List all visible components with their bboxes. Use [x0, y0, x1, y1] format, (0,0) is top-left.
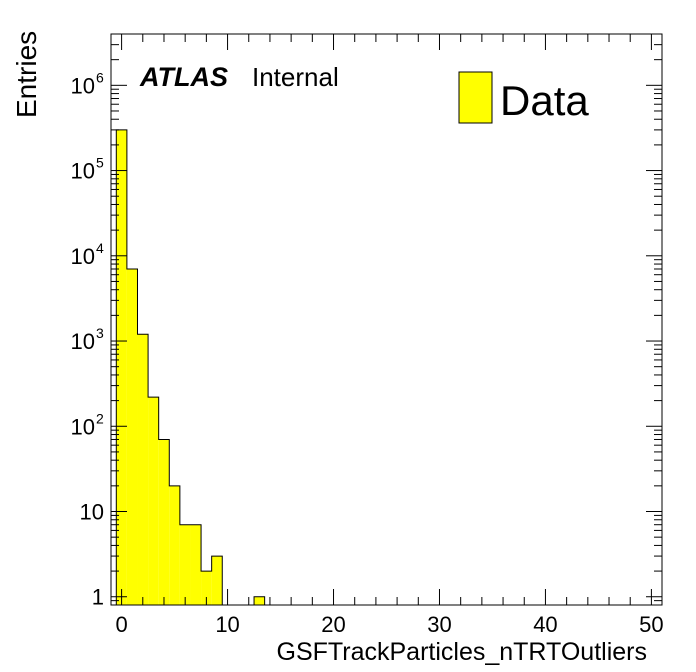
y-tick-label: 10: [71, 329, 95, 354]
bar: [116, 129, 127, 605]
x-tick-labels: 0 10 20 30 40 50: [115, 612, 663, 637]
y-tick-label: 10: [71, 73, 95, 98]
x-tick-label: 10: [215, 612, 239, 637]
y-tick-label: 10: [80, 500, 104, 525]
y-axis-label: Entries: [11, 31, 42, 118]
y-tick-label: 10: [71, 244, 95, 269]
y-tick-label: 10: [71, 159, 95, 184]
legend-entry-data: Data: [500, 77, 589, 124]
x-tick-label: 50: [639, 612, 663, 637]
y-tick-exponent: 2: [96, 410, 104, 426]
y-tick-exponent: 3: [96, 325, 104, 341]
bar: [126, 268, 138, 605]
axis-ticks: [111, 33, 662, 606]
x-tick-label: 40: [533, 612, 557, 637]
x-axis-label: GSFTrackParticles_nTRTOutliers: [277, 638, 647, 666]
bar: [254, 596, 265, 605]
bar: [169, 485, 180, 605]
x-tick-label: 20: [321, 612, 345, 637]
bar: [201, 571, 212, 605]
y-tick-exponent: 4: [96, 240, 104, 256]
bar: [179, 524, 191, 605]
y-tick-label: 10: [71, 414, 95, 439]
x-tick-label: 0: [115, 612, 127, 637]
y-tick-exponent: 5: [96, 155, 104, 171]
atlas-label-bold: ATLAS: [139, 62, 228, 92]
x-tick-label: 30: [427, 612, 451, 637]
bar: [190, 524, 202, 605]
y-tick-label: 1: [92, 585, 104, 610]
legend: Data: [458, 71, 589, 124]
bar: [211, 556, 223, 605]
legend-swatch: [458, 71, 493, 124]
atlas-label-text: Internal: [252, 62, 339, 92]
bar: [137, 334, 149, 605]
bar: [148, 397, 159, 605]
atlas-label: ATLAS Internal: [139, 62, 339, 92]
y-tick-exponent: 6: [96, 69, 104, 85]
plot-frame: [110, 33, 663, 606]
bar: [158, 439, 170, 605]
